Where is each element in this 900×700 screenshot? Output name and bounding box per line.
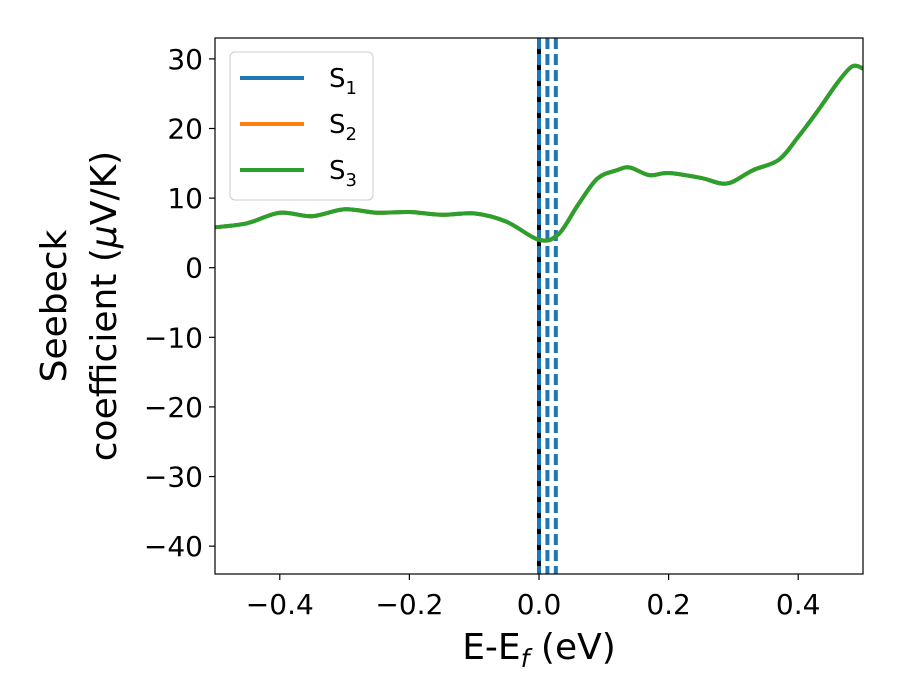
series-line-s3 [215, 63, 863, 243]
y-axis-label: Seebeck coefficient (μV/K) [34, 151, 125, 461]
x-tick-label: 0.4 [776, 588, 821, 621]
y-tick-label: −20 [144, 391, 203, 424]
x-axis-ticks: −0.4 −0.2 0.0 0.2 0.4 [246, 574, 821, 621]
y-tick-label: −40 [144, 530, 203, 563]
x-tick-label: −0.2 [375, 588, 443, 621]
series-lines [215, 63, 863, 243]
y-tick-label: 0 [185, 252, 203, 285]
y-tick-label: −10 [144, 321, 203, 354]
y-tick-label: −30 [144, 461, 203, 494]
legend: S1 S2 S3 [229, 51, 374, 201]
y-axis-ticks: −40 −30 −20 −10 0 10 20 30 [144, 43, 215, 563]
x-tick-label: −0.4 [246, 588, 314, 621]
y-axis-label-line2: coefficient (μV/K) [84, 151, 125, 461]
y-axis-label-line1: Seebeck [34, 229, 75, 382]
y-tick-label: 20 [167, 112, 203, 145]
legend-label-s2: S2 [329, 110, 357, 145]
x-tick-label: 0.0 [517, 588, 562, 621]
x-axis-label: E-Ef (eV) [462, 627, 616, 673]
reference-lines [537, 38, 558, 574]
y-tick-label: 10 [167, 182, 203, 215]
legend-label-s3: S3 [329, 156, 357, 191]
x-tick-label: 0.2 [646, 588, 691, 621]
y-tick-label: 30 [167, 43, 203, 76]
legend-label-s1: S1 [329, 64, 357, 99]
